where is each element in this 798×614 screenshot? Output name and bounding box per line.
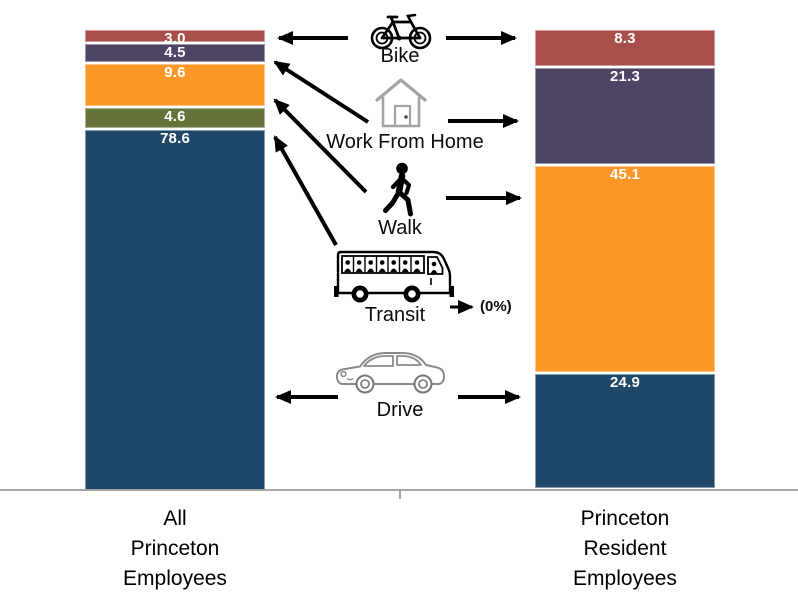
segment-value-label: 4.5 [164,43,186,61]
bar-segment-walk: 45.1 [535,166,715,372]
category-line: Resident [583,537,667,560]
bar-resident-employees: 8.3 21.3 45.1 24.9 [535,30,715,490]
segment-value-label: 9.6 [164,64,186,82]
category-line: Employees [123,567,227,590]
bus-icon [333,247,455,305]
category-line: Princeton [130,537,220,560]
bar-segment-walk: 9.6 [85,64,265,107]
category-line: Employees [573,567,677,590]
category-label-resident-employees: Princeton Resident Employees [505,504,745,594]
category-line: Princeton [580,507,670,530]
house-icon [373,74,429,130]
mode-label-transit: Transit [364,304,426,326]
walking-person-icon [383,162,419,220]
segment-value-label: 4.6 [164,108,186,126]
bar-segment-work-from-home: 21.3 [535,68,715,165]
bar-segment-drive: 24.9 [535,373,715,489]
bar-segment-bike: 8.3 [535,30,715,67]
segment-value-label: 21.3 [610,68,640,86]
bike-icon [370,12,432,50]
bar-segment-drive: 78.6 [85,129,265,490]
mode-label-walk: Walk [378,217,422,239]
category-line: All [163,507,187,530]
mode-label-drive: Drive [376,399,424,421]
segment-value-label: 8.3 [614,30,636,47]
bar-all-employees: 3.0 4.5 9.6 4.6 78.6 [85,30,265,490]
arrow-wfh-to-left-bar [273,60,370,124]
bar-segment-bike: 3.0 [85,30,265,47]
mode-label-work-from-home: Work From Home [326,131,484,153]
category-label-all-employees: All Princeton Employees [55,504,295,594]
bar-segment-transit: 4.6 [85,108,265,128]
transit-zero-percent-note: (0%) [480,298,512,315]
x-axis-center-tick [399,491,401,499]
segment-value-label: 24.9 [610,373,640,391]
segment-value-label: 78.6 [160,129,190,147]
arrow-transit-to-left-bar [273,135,338,246]
segment-value-label: 45.1 [610,166,640,184]
bar-segment-work-from-home: 4.5 [85,43,265,63]
x-axis-line [0,489,798,491]
mode-label-bike: Bike [380,45,420,67]
segment-value-label: 3.0 [164,30,186,47]
car-icon [334,343,458,395]
